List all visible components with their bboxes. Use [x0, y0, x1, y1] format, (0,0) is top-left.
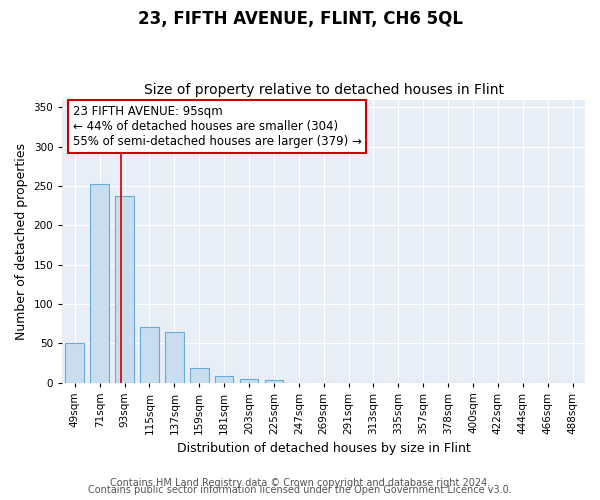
- Bar: [91, 184, 109, 382]
- X-axis label: Distribution of detached houses by size in Flint: Distribution of detached houses by size …: [177, 442, 470, 455]
- Bar: [140, 328, 159, 382]
- Bar: [115, 196, 134, 382]
- Bar: [65, 343, 84, 382]
- Bar: [190, 368, 209, 382]
- Bar: [165, 332, 184, 382]
- Title: Size of property relative to detached houses in Flint: Size of property relative to detached ho…: [143, 83, 503, 97]
- Bar: [239, 378, 259, 382]
- Bar: [215, 376, 233, 382]
- Text: Contains HM Land Registry data © Crown copyright and database right 2024.: Contains HM Land Registry data © Crown c…: [110, 478, 490, 488]
- Bar: [265, 380, 283, 382]
- Text: 23 FIFTH AVENUE: 95sqm
← 44% of detached houses are smaller (304)
55% of semi-de: 23 FIFTH AVENUE: 95sqm ← 44% of detached…: [73, 105, 362, 148]
- Text: Contains public sector information licensed under the Open Government Licence v3: Contains public sector information licen…: [88, 485, 512, 495]
- Text: 23, FIFTH AVENUE, FLINT, CH6 5QL: 23, FIFTH AVENUE, FLINT, CH6 5QL: [137, 10, 463, 28]
- Y-axis label: Number of detached properties: Number of detached properties: [15, 142, 28, 340]
